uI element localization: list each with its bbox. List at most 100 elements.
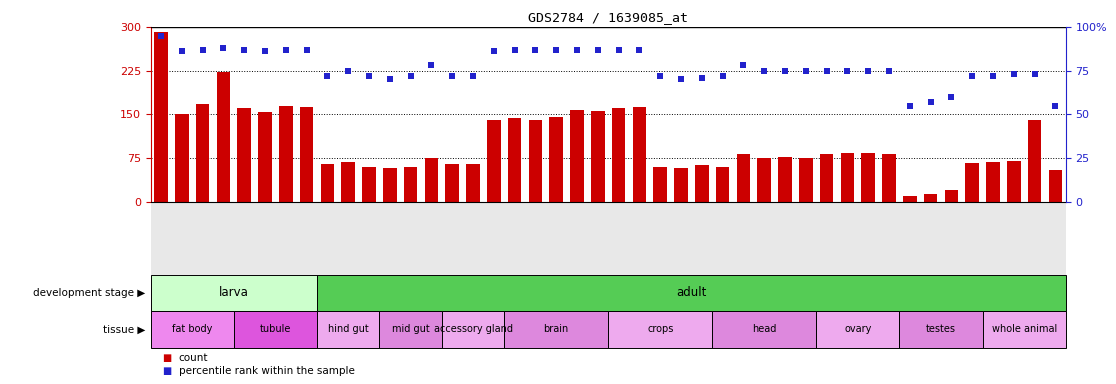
Bar [217,72,230,202]
Point [339,68,357,74]
Point [485,48,503,55]
Point [235,46,253,53]
Point [672,76,690,82]
Bar [1028,120,1041,202]
Bar [799,158,812,202]
Point [423,62,441,68]
Bar [196,104,210,202]
Bar [778,157,791,202]
Bar [965,163,979,202]
Point [360,73,378,79]
Point [173,48,191,55]
Bar [504,311,608,348]
Bar [529,120,542,202]
Text: development stage ▶: development stage ▶ [32,288,145,298]
Bar [924,194,937,202]
Text: head: head [752,324,777,334]
Bar [944,190,959,202]
Bar [258,113,272,202]
Bar [445,164,459,202]
Text: whole animal: whole animal [991,324,1057,334]
Title: GDS2784 / 1639085_at: GDS2784 / 1639085_at [528,11,689,24]
Point [818,68,836,74]
Bar [737,154,750,202]
Point [631,46,648,53]
Bar [466,164,480,202]
Point [859,68,877,74]
Bar [840,153,854,202]
Bar [715,167,730,202]
Bar [404,167,417,202]
Bar [570,109,584,202]
Bar [151,311,234,348]
Point [194,46,212,53]
Point [901,103,918,109]
Bar [758,158,771,202]
Point [527,46,545,53]
Bar [820,154,834,202]
Bar [317,275,1066,311]
Bar [712,311,816,348]
Point [381,76,398,82]
Point [1004,71,1022,77]
Point [1026,71,1043,77]
Bar [549,117,562,202]
Text: brain: brain [543,324,569,334]
Bar [234,311,317,348]
Bar [151,275,317,311]
Point [881,68,898,74]
Point [984,73,1002,79]
Bar [279,106,292,202]
Bar [982,311,1066,348]
Bar [987,162,1000,202]
Point [443,73,461,79]
Point [277,46,295,53]
Bar [654,167,667,202]
Bar [154,32,167,202]
Point [214,45,232,51]
Bar [899,311,982,348]
Bar [862,153,875,202]
Bar [1049,170,1062,202]
Bar [379,311,442,348]
Point [464,73,482,79]
Point [756,68,773,74]
Text: fat body: fat body [172,324,212,334]
Bar [674,169,687,202]
Text: count: count [179,353,208,362]
Bar [442,311,504,348]
Point [402,73,420,79]
Bar [320,164,334,202]
Point [942,94,960,100]
Bar [883,154,896,202]
Text: larva: larva [219,286,249,299]
Text: testes: testes [926,324,956,334]
Text: ■: ■ [162,353,171,362]
Bar [425,158,439,202]
Point [609,46,627,53]
Text: hind gut: hind gut [328,324,368,334]
Text: ovary: ovary [844,324,872,334]
Text: ■: ■ [162,366,171,376]
Point [506,46,523,53]
Text: percentile rank within the sample: percentile rank within the sample [179,366,355,376]
Text: adult: adult [676,286,706,299]
Point [922,99,940,105]
Bar [508,118,521,202]
Text: crops: crops [647,324,673,334]
Bar [903,196,916,202]
Point [257,48,275,55]
Bar [591,111,605,202]
Point [1047,103,1065,109]
Bar [300,107,314,202]
Point [797,68,815,74]
Point [298,46,316,53]
Point [568,46,586,53]
Text: mid gut: mid gut [392,324,430,334]
Text: tissue ▶: tissue ▶ [103,324,145,334]
Point [838,68,856,74]
Point [963,73,981,79]
Bar [383,169,396,202]
Point [547,46,565,53]
Bar [175,114,189,202]
